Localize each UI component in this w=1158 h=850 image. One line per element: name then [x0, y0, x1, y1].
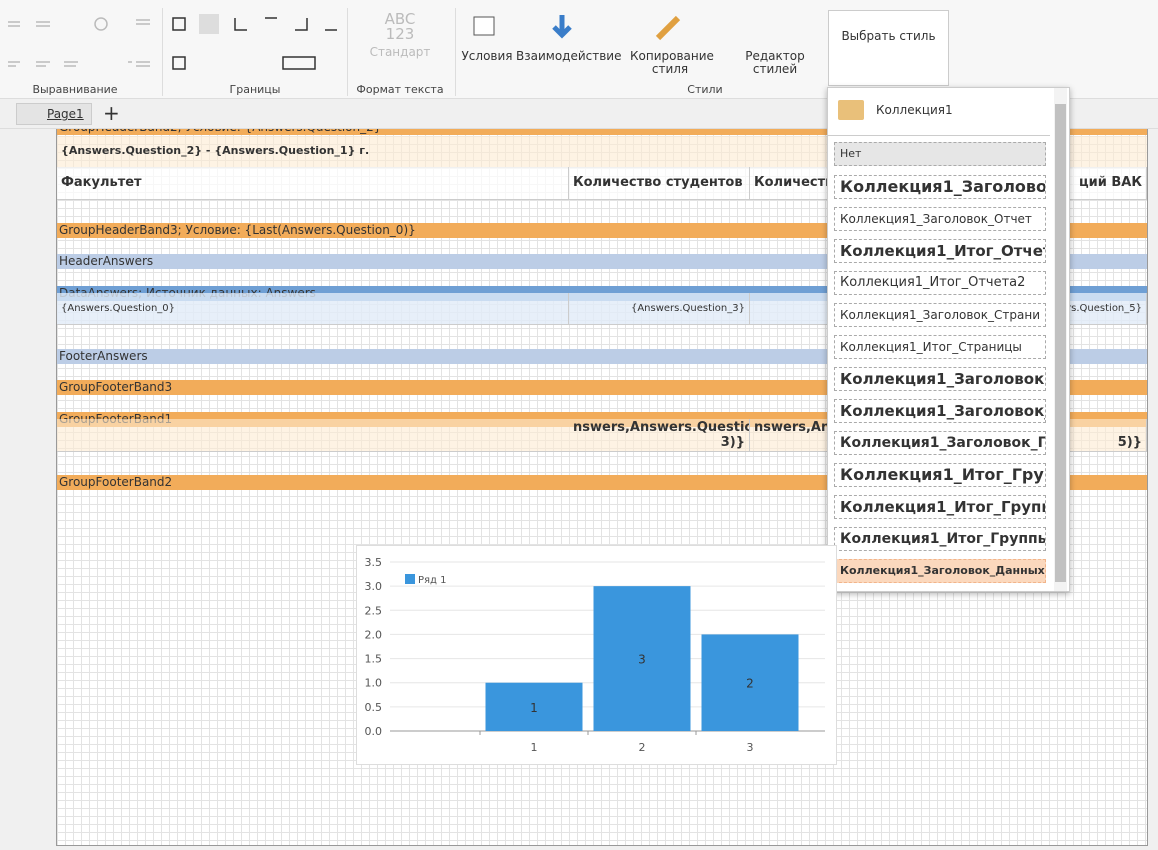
tab[interactable]: Page1 [16, 103, 92, 125]
cell-line: 5)} [1117, 435, 1142, 450]
style-button[interactable]: Выбрать стиль [828, 10, 949, 86]
legend-swatch [405, 574, 415, 584]
data-label: 3 [638, 653, 646, 667]
data-label: 1 [530, 701, 538, 715]
style-item[interactable]: Коллекция1_Итог_Отчета2 [834, 271, 1046, 295]
cell: nswers,Answers.Question_ 3)} [569, 419, 750, 451]
abc: ABC [384, 10, 416, 28]
style-item[interactable]: Коллекция1_Итог_Страницы [834, 335, 1046, 359]
cell-line: nswers,Ans [754, 420, 838, 435]
button[interactable]: Редактор стилей [745, 49, 805, 76]
x-tick-label: 1 [531, 741, 538, 754]
cell: rs.Question_5} [957, 293, 1147, 324]
style-item[interactable]: Коллекция1_Заголовок_Г [834, 399, 1046, 423]
style-item[interactable]: Коллекция1_Заголовок [834, 367, 1046, 391]
y-tick-label: 1.5 [365, 653, 383, 666]
style-item[interactable]: Коллекция1_Заголовок_Страни [834, 303, 1046, 327]
button[interactable]: Условия [461, 49, 513, 63]
ribbon: Выравнивание Границы ABC 123 Стандарт Фо… [0, 0, 1158, 99]
chart: 0.0 0.5 1.0 1.5 2.0 2.5 3.0 3.5 Ряд 1 1 1 2 3 3 2 [356, 545, 837, 765]
y-tick-label: 3.0 [365, 580, 383, 593]
y-tick-label: 0.5 [365, 701, 383, 714]
cell-line: nswers,Answers.Question_ [573, 420, 750, 435]
style-item[interactable]: Нет [834, 142, 1046, 166]
scrollbar[interactable] [1054, 88, 1067, 591]
cell-line: 3)} [720, 435, 745, 450]
cell: Количество студентов [569, 167, 750, 199]
data-label: 2 [746, 677, 754, 691]
style-item[interactable]: Коллекция1_Итог_Группы3 [834, 527, 1046, 551]
y-tick-label: 2.5 [365, 604, 383, 617]
group-label: Стили [687, 83, 723, 96]
style-item[interactable]: Коллекция1_Итог_Отчета [834, 239, 1046, 263]
group-label: Выравнивание [32, 83, 118, 96]
style-item[interactable]: Коллекция1_Заголовок [834, 175, 1046, 199]
button[interactable]: Взаимодействие [516, 49, 622, 63]
style-item[interactable]: Коллекция1_Итог_Груп [834, 463, 1046, 487]
cell: Факультет [57, 167, 569, 199]
y-tick-label: 3.5 [365, 556, 383, 569]
cell: {Answers.Question_0} [57, 293, 569, 324]
num: 123 [385, 25, 415, 43]
group-label: Границы [229, 83, 281, 96]
border-active [199, 14, 219, 34]
text-format[interactable]: ABC 123 Стандарт [355, 12, 445, 60]
bar [701, 634, 799, 731]
folder-icon [838, 100, 864, 120]
bar [485, 682, 583, 731]
y-tick-label: 2.0 [365, 628, 383, 641]
style-item[interactable]: Коллекция1_Заголовок_Отчет [834, 207, 1046, 231]
collection-name[interactable]: Коллекция1 [876, 103, 953, 117]
add-tab[interactable]: + [103, 101, 120, 125]
cell: {Answers.Question_3} [569, 293, 750, 324]
style-item[interactable]: Коллекция1_Заголовок_Данных1 [834, 559, 1046, 583]
legend-label: Ряд 1 [418, 575, 447, 586]
x-tick-label: 2 [639, 741, 646, 754]
style-item[interactable]: Коллекция1_Заголовок_Гру [834, 431, 1046, 455]
cell: ций ВАК [957, 167, 1147, 199]
bar [593, 586, 691, 731]
style-dropdown: Коллекция1 Нет Коллекция1_Заголовок Коллек… [827, 87, 1070, 592]
tab-label: Page1 [47, 107, 84, 121]
button[interactable]: Копирование стиля [630, 49, 714, 76]
style-item[interactable]: Коллекция1_Итог_Группы [834, 495, 1046, 519]
y-tick-label: 1.0 [365, 677, 383, 690]
band: GroupHeaderBand2; Условие: {Answers.Ques… [57, 129, 1147, 135]
format-label: Стандарт [369, 45, 431, 59]
y-tick-label: 0.0 [365, 725, 383, 738]
x-tick-label: 3 [747, 741, 754, 754]
ribbon-icons [8, 14, 681, 70]
cell: {Answers.Question_2} - {Answers.Question… [61, 144, 370, 157]
group-label: Формат текста [356, 83, 444, 96]
